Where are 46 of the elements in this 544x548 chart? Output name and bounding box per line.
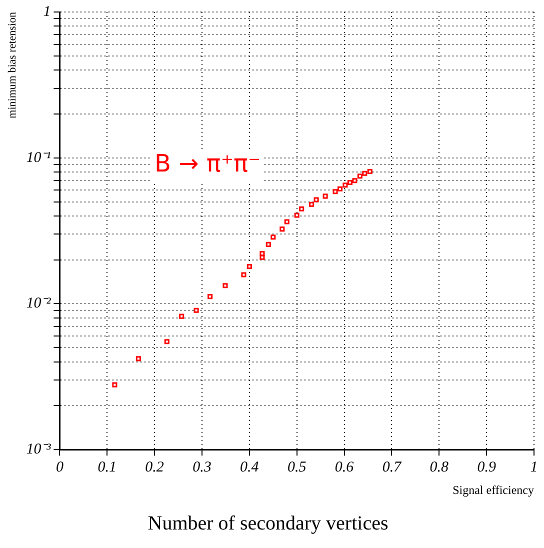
point [342,182,348,188]
point [367,169,372,174]
x-tick-label: 1 [530,460,538,476]
x-tick-label: 0.9 [477,460,496,476]
point [337,186,343,192]
point [280,226,285,232]
point [136,356,141,362]
y-tick-label: 10⁻³ [26,442,52,458]
point [208,294,213,300]
point [266,242,271,247]
point [194,308,199,313]
text: Number of secondary vertices [148,512,388,534]
x-tick-label: 0.1 [98,460,116,476]
point [352,178,358,184]
point [332,189,338,194]
point [260,254,265,260]
text: B → π⁺π⁻ [154,149,261,178]
point [284,219,290,224]
point [246,264,252,270]
point [222,283,228,288]
x-tick-label: 0 [56,460,64,476]
point [362,170,368,176]
x-tick-label: 0.5 [287,460,307,476]
point [347,180,352,186]
x-tick-label: 0.6 [334,460,354,476]
y-tick-label: 10⁻² [26,296,52,312]
point [294,212,300,218]
point [164,339,170,344]
point [270,234,276,240]
point [179,314,184,319]
point [322,194,328,199]
x-tick-label: 0.4 [240,460,260,476]
point [314,197,319,202]
x-tick-label: 0.3 [192,460,212,476]
point [112,382,118,388]
y-tick-label: 1 [43,4,51,20]
point [241,272,246,278]
x-tick-label: 0.2 [145,460,164,476]
y-tick-label: 10⁻¹ [26,150,52,166]
point [299,206,304,212]
x-axis-title: Signal efficiency [452,482,534,497]
y-axis-title: minimum bias retension [6,12,18,118]
x-tick-label: 0.7 [382,460,403,476]
point [357,174,362,179]
point [309,202,314,207]
x-tick-label: 0.8 [430,460,450,476]
